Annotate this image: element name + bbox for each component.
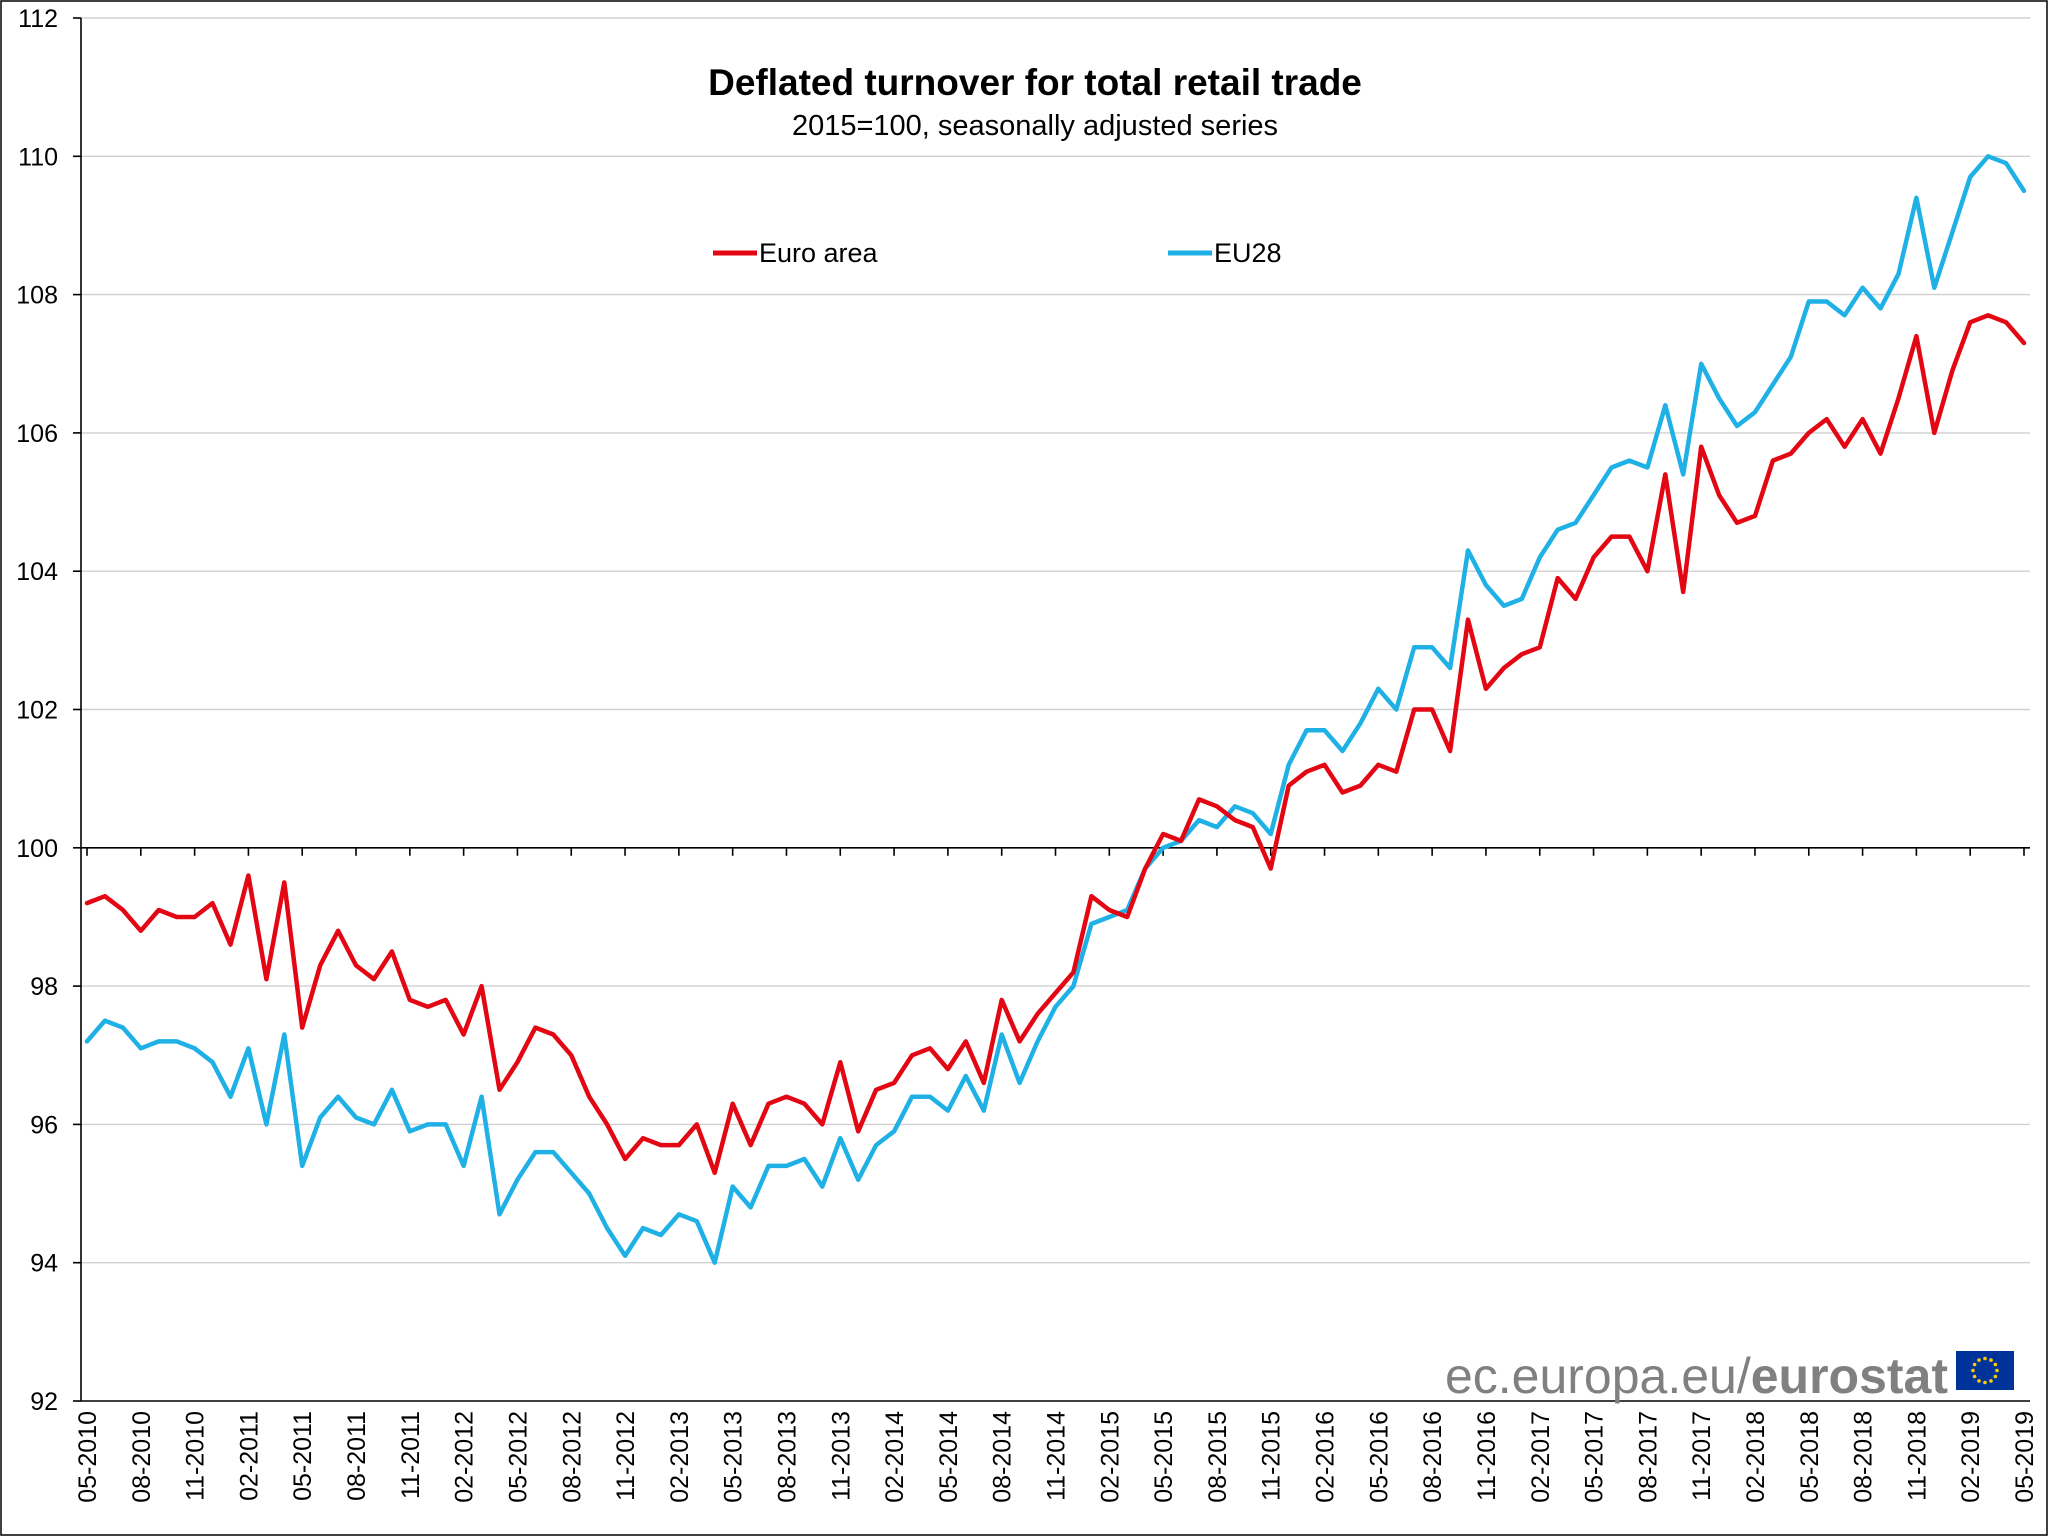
x-tick-label: 05-2018	[1796, 1411, 1824, 1503]
x-tick-label: 05-2012	[504, 1411, 532, 1503]
y-tick-label: 96	[30, 1111, 58, 1139]
y-tick-label: 100	[16, 835, 58, 863]
legend-label-eu28: EU28	[1214, 238, 1282, 268]
y-axis-ticks: 92 94 96 98 100 102 104 106 108 110 112	[16, 5, 81, 1416]
flag-star	[1971, 1368, 1975, 1373]
x-tick-label: 11-2018	[1903, 1411, 1931, 1501]
y-tick-label: 104	[16, 558, 58, 586]
series-line-euro-area	[84, 313, 2027, 1176]
y-tick-label: 108	[16, 282, 58, 310]
x-tick-label: 11-2012	[612, 1411, 640, 1501]
x-tick-label: 05-2016	[1365, 1411, 1393, 1503]
y-tick-label: 98	[30, 973, 58, 1001]
x-tick-label: 11-2013	[827, 1411, 855, 1501]
source-url-prefix: ec.europa.eu/	[1445, 1348, 1751, 1404]
x-tick-label: 08-2010	[128, 1411, 156, 1503]
x-tick-label: 08-2018	[1850, 1411, 1878, 1503]
x-tick-label: 08-2015	[1204, 1411, 1232, 1503]
flag-star	[1989, 1358, 1993, 1362]
flag-star	[1983, 1380, 1987, 1385]
x-tick-label: 05-2019	[2011, 1411, 2039, 1503]
y-tick-label: 110	[18, 143, 58, 171]
series-lines	[84, 154, 2027, 1265]
flag-star	[1993, 1362, 1998, 1367]
x-tick-label: 11-2017	[1688, 1411, 1716, 1501]
y-tick-label: 106	[16, 420, 58, 448]
x-tick-label: 08-2013	[773, 1411, 801, 1503]
x-axis-ticks: 05-2010 08-2010 11-2010 02-2011 05-2011 08-20…	[74, 847, 2039, 1503]
x-tick-label: 02-2015	[1096, 1411, 1124, 1503]
flag-star	[1977, 1379, 1981, 1383]
x-tick-label: 05-2011	[289, 1411, 317, 1501]
x-tick-label: 02-2013	[666, 1411, 694, 1503]
x-tick-label: 05-2013	[720, 1411, 748, 1503]
chart-title: Deflated turnover for total retail trade	[708, 62, 1362, 103]
x-tick-label: 08-2017	[1634, 1411, 1662, 1503]
legend: Euro area EU28	[713, 238, 1282, 268]
y-tick-label: 92	[30, 1388, 58, 1416]
x-tick-label: 11-2010	[182, 1411, 210, 1501]
x-tick-label: 02-2017	[1527, 1411, 1555, 1503]
x-tick-label: 02-2016	[1312, 1411, 1340, 1503]
x-tick-label: 02-2018	[1742, 1411, 1770, 1503]
legend-label-euro-area: Euro area	[759, 238, 879, 268]
x-tick-label: 08-2011	[343, 1411, 371, 1501]
y-tick-label: 94	[30, 1250, 58, 1278]
y-tick-label: 112	[18, 5, 58, 33]
x-tick-label: 02-2012	[451, 1411, 479, 1503]
source-label: ec.europa.eu/eurostat	[1445, 1348, 1948, 1404]
x-tick-label: 08-2012	[558, 1411, 586, 1503]
x-tick-label: 02-2011	[235, 1411, 263, 1501]
flag-star	[1977, 1358, 1981, 1362]
x-tick-label: 08-2016	[1419, 1411, 1447, 1503]
x-tick-label: 08-2014	[989, 1411, 1017, 1503]
eurostat-branding: ec.europa.eu/eurostat	[1445, 1348, 2014, 1404]
x-tick-label: 05-2017	[1581, 1411, 1609, 1503]
x-tick-label: 05-2014	[935, 1411, 963, 1503]
series-line-eu28	[84, 154, 2027, 1265]
flag-star	[1983, 1356, 1987, 1361]
eu-flag-icon	[1956, 1351, 2014, 1390]
x-tick-label: 05-2010	[74, 1411, 102, 1503]
flag-star	[1995, 1368, 1999, 1373]
x-tick-label: 02-2019	[1957, 1411, 1985, 1503]
flag-star	[1972, 1374, 1977, 1379]
x-tick-label: 02-2014	[881, 1411, 909, 1503]
y-tick-label: 102	[16, 697, 58, 725]
source-brand: eurostat	[1751, 1348, 1949, 1404]
x-tick-label: 05-2015	[1150, 1411, 1178, 1503]
x-tick-label: 11-2015	[1258, 1411, 1286, 1501]
x-tick-label: 11-2016	[1473, 1411, 1501, 1501]
x-tick-label: 11-2011	[397, 1411, 425, 1499]
flag-star	[1993, 1374, 1998, 1379]
flag-star	[1989, 1379, 1993, 1383]
chart-subtitle: 2015=100, seasonally adjusted series	[792, 110, 1278, 142]
flag-star	[1972, 1362, 1977, 1367]
x-tick-label: 11-2014	[1043, 1411, 1071, 1501]
